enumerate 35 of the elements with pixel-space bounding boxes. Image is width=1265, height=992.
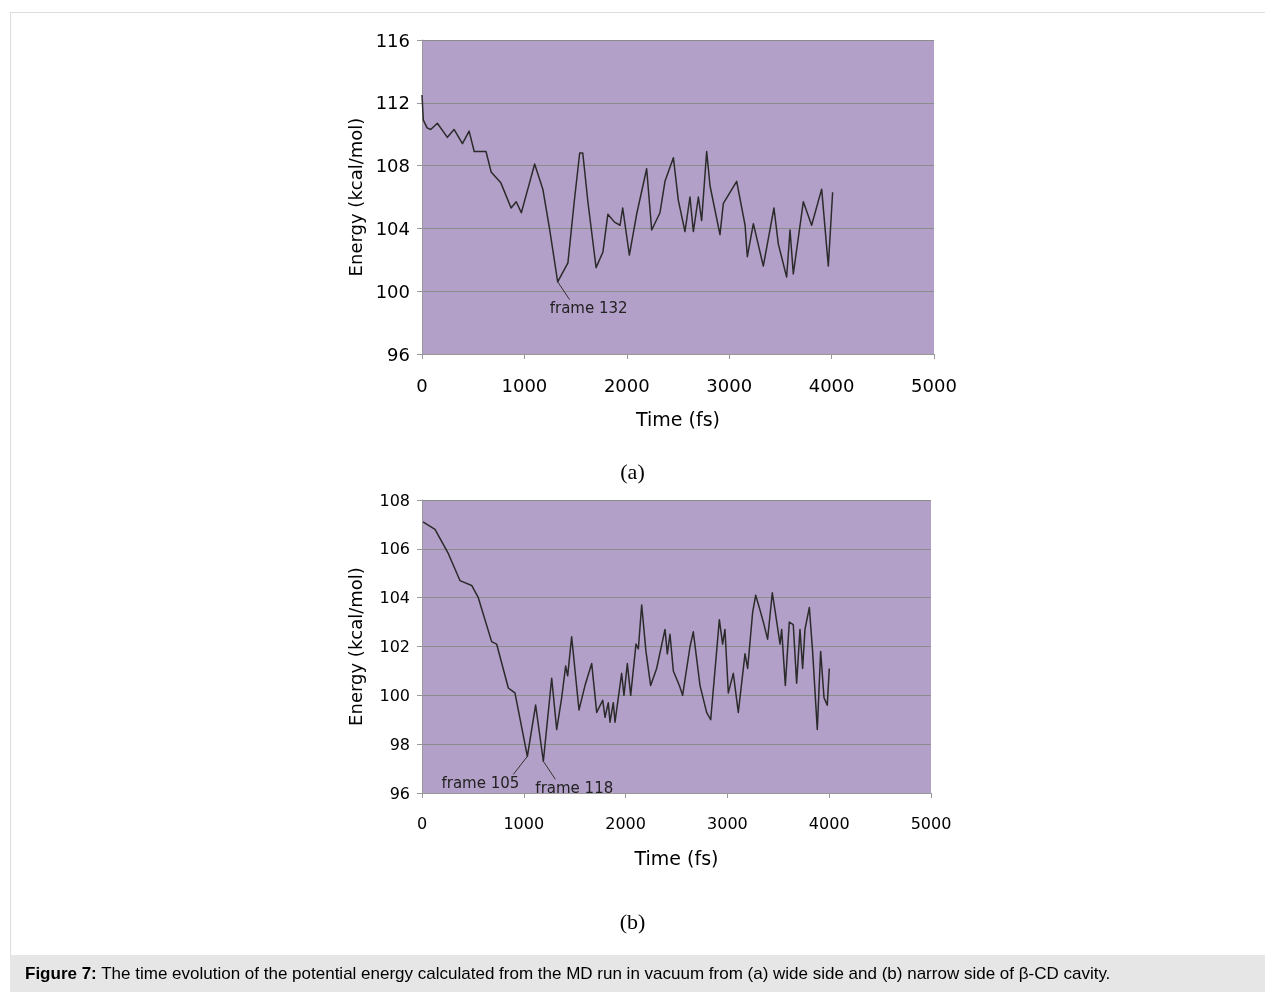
annotation: frame 118 — [535, 778, 614, 797]
annotation: frame 105 — [441, 773, 520, 792]
x-tick-label: 2000 — [603, 374, 650, 396]
y-tick-label: 112 — [375, 92, 410, 114]
x-tick-label: 5000 — [910, 813, 952, 833]
y-tick-label: 98 — [389, 734, 410, 754]
x-tick-label: 0 — [416, 813, 428, 833]
y-tick-label: 108 — [379, 490, 410, 510]
y-axis-title: Energy (kcal/mol) — [344, 567, 366, 726]
annotation: frame 132 — [549, 299, 628, 318]
y-tick-label: 96 — [389, 783, 410, 803]
y-tick-label: 100 — [375, 280, 410, 302]
y-tick-label: 106 — [379, 539, 410, 559]
y-tick-label: 104 — [375, 217, 410, 239]
x-tick-label: 3000 — [707, 813, 748, 833]
x-tick-label: 4000 — [808, 374, 855, 396]
y-tick-label: 104 — [379, 588, 410, 608]
x-tick-label: 1000 — [503, 813, 545, 833]
text: (a) — [620, 458, 645, 484]
y-tick-label: 116 — [375, 29, 410, 51]
y-tick-label: 108 — [375, 155, 410, 177]
y-axis-title: Energy (kcal/mol) — [344, 117, 366, 277]
x-tick-label: 5000 — [911, 374, 957, 396]
y-tick-label: 100 — [379, 685, 410, 705]
x-tick-label: 4000 — [808, 813, 850, 833]
x-tick-label: 2000 — [605, 813, 646, 833]
text: (b) — [619, 908, 646, 934]
caption: Figure 7: The time evolution of the potential energy calculated from the MD run in vacuum from (a) wide side and (b) narrow side of β-CD cavity. — [25, 964, 1111, 983]
x-tick-label: 3000 — [706, 374, 753, 396]
y-tick-label: 102 — [379, 637, 410, 656]
x-tick-label: 0 — [416, 374, 428, 396]
x-axis-title: Time (fs) — [635, 407, 720, 430]
y-tick-label: 96 — [387, 343, 410, 365]
x-axis-title: Time (fs) — [633, 846, 719, 869]
x-tick-label: 1000 — [501, 374, 548, 396]
